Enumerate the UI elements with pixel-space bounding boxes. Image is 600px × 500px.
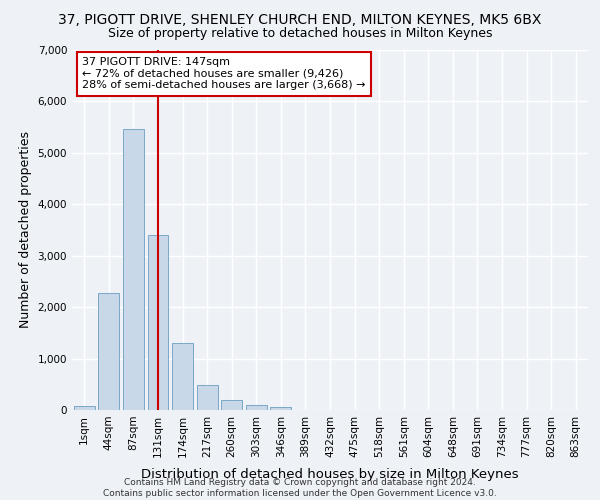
Bar xyxy=(148,235,169,410)
Y-axis label: Number of detached properties: Number of detached properties xyxy=(19,132,32,328)
X-axis label: Distribution of detached houses by size in Milton Keynes: Distribution of detached houses by size … xyxy=(141,468,519,481)
Bar xyxy=(221,400,242,410)
Bar xyxy=(246,405,267,410)
Bar xyxy=(172,342,193,410)
Bar xyxy=(74,406,95,410)
Text: 37, PIGOTT DRIVE, SHENLEY CHURCH END, MILTON KEYNES, MK5 6BX: 37, PIGOTT DRIVE, SHENLEY CHURCH END, MI… xyxy=(58,12,542,26)
Text: 37 PIGOTT DRIVE: 147sqm
← 72% of detached houses are smaller (9,426)
28% of semi: 37 PIGOTT DRIVE: 147sqm ← 72% of detache… xyxy=(82,57,366,90)
Bar xyxy=(98,294,119,410)
Text: Contains HM Land Registry data © Crown copyright and database right 2024.
Contai: Contains HM Land Registry data © Crown c… xyxy=(103,478,497,498)
Text: Size of property relative to detached houses in Milton Keynes: Size of property relative to detached ho… xyxy=(108,28,492,40)
Bar xyxy=(123,128,144,410)
Bar xyxy=(197,386,218,410)
Bar xyxy=(271,407,292,410)
